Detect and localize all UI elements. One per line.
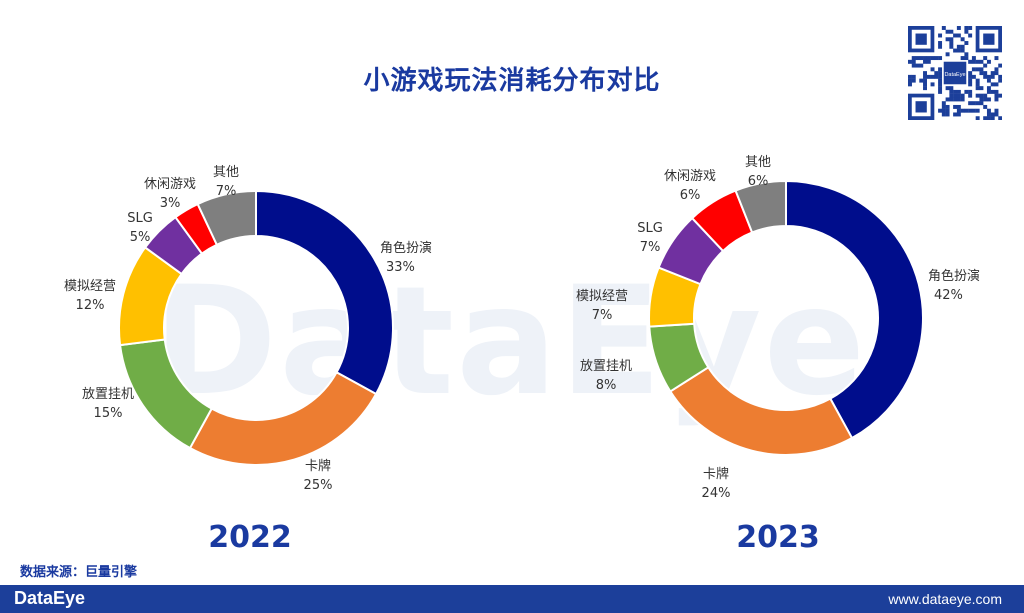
slice-category-label: 模拟经营 [64, 279, 116, 294]
slice-category-label: 休闲游戏 [144, 177, 196, 192]
footer-bar: DataEye www.dataeye.com [0, 585, 1024, 613]
slice-category-label: 角色扮演 [928, 268, 980, 284]
slice-percent-label: 8% [596, 378, 617, 393]
donut-slice-2022-0 [255, 189, 394, 396]
watermark: DataEye [152, 255, 868, 429]
donut-slice-2023-0 [785, 179, 924, 440]
slice-category-label: 放置挂机 [580, 359, 632, 374]
slice-percent-label: 3% [160, 196, 181, 211]
qr-badge-label: DataEye [944, 72, 965, 78]
slice-percent-label: 42% [934, 288, 963, 303]
slice-percent-label: 7% [640, 240, 661, 255]
slice-percent-label: 7% [216, 184, 237, 199]
slice-category-label: 其他 [213, 165, 239, 180]
donut-slice-2022-1 [188, 370, 378, 466]
slice-category-label: 休闲游戏 [664, 169, 716, 184]
year-label-2023: 2023 [736, 520, 820, 555]
slice-category-label: SLG [127, 211, 153, 226]
slice-category-label: SLG [637, 221, 663, 236]
slice-percent-label: 6% [680, 188, 701, 203]
slice-category-label: 角色扮演 [380, 240, 432, 256]
slice-category-label: 其他 [745, 155, 771, 170]
slice-category-label: 卡牌 [703, 466, 729, 482]
slice-percent-label: 24% [702, 486, 731, 501]
donut-chart-2022: 角色扮演 33% 卡牌 25% 放置挂机 15% 模拟经营 12% SLG 5% 休闲游戏 3% 其他 7… [64, 165, 432, 493]
source-note: 数据来源：巨量引擎 [20, 565, 138, 580]
donut-slice-2023-6 [734, 179, 787, 234]
page-title: 小游戏玩法消耗分布对比 [363, 66, 661, 96]
slice-percent-label: 12% [76, 298, 105, 313]
footer-brand: DataEye [14, 588, 86, 608]
slice-percent-label: 6% [748, 174, 769, 189]
slice-category-label: 放置挂机 [82, 387, 134, 402]
slice-percent-label: 33% [386, 260, 415, 275]
donut-slice-2023-1 [668, 365, 854, 456]
donut-slice-2022-6 [196, 189, 257, 247]
footer-url[interactable]: www.dataeye.com [888, 591, 1002, 607]
slice-category-label: 模拟经营 [576, 289, 628, 304]
year-label-2022: 2022 [208, 520, 292, 555]
slice-percent-label: 25% [304, 478, 333, 493]
donut-chart-2023: 角色扮演 42% 卡牌 24% 放置挂机 8% 模拟经营 7% SLG 7% 休闲游戏 6% 其他 6% [576, 155, 980, 501]
slice-percent-label: 5% [130, 230, 151, 245]
qr-code-icon: DataEye [908, 26, 1003, 121]
slice-category-label: 卡牌 [305, 458, 331, 474]
slice-percent-label: 7% [592, 308, 613, 323]
slice-percent-label: 15% [94, 406, 123, 421]
